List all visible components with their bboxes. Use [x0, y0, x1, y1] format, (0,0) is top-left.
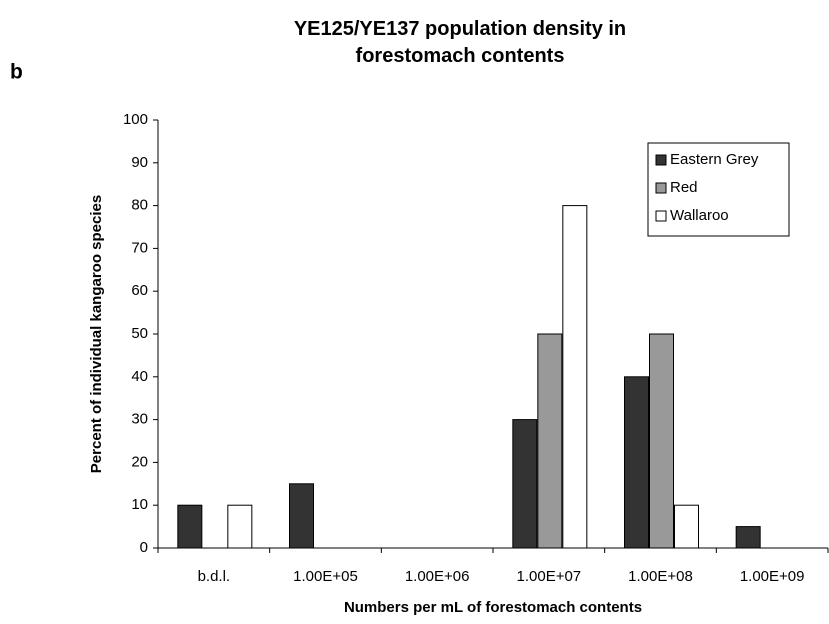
bar — [537, 333, 563, 549]
legend-label: Eastern Grey — [670, 151, 759, 168]
bar — [289, 483, 314, 549]
x-tick-label: 1.00E+07 — [517, 568, 582, 585]
bar — [649, 333, 674, 549]
x-axis-label: Numbers per mL of forestomach contents — [344, 599, 642, 616]
x-tick-label: 1.00E+09 — [740, 568, 805, 585]
y-axis-label: Percent of individual kangaroo species — [88, 195, 105, 473]
legend-swatch — [655, 182, 667, 194]
x-tick-label: 1.00E+06 — [405, 568, 470, 585]
x-tick-label: 1.00E+05 — [293, 568, 358, 585]
panel-label: b — [10, 61, 23, 84]
bar — [735, 526, 761, 549]
chart-title: YE125/YE137 population density in forest… — [293, 18, 627, 67]
bar — [562, 205, 588, 549]
x-tick-label: b.d.l. — [198, 568, 231, 585]
legend-swatch — [655, 210, 667, 222]
y-tick-label: 70 — [131, 239, 148, 256]
bar — [624, 376, 649, 549]
y-tick-label: 20 — [131, 453, 148, 470]
y-tick-label: 60 — [131, 282, 148, 299]
y-tick-label: 80 — [131, 197, 148, 214]
legend-box — [647, 142, 790, 237]
bar — [674, 504, 699, 549]
x-tick-label: 1.00E+08 — [628, 568, 693, 585]
y-tick-label: 0 — [140, 539, 148, 556]
y-tick-label: 40 — [131, 368, 148, 385]
bar — [177, 504, 203, 549]
y-tick-label: 90 — [131, 154, 148, 171]
legend-swatch — [655, 154, 667, 166]
y-tick-label: 50 — [131, 325, 148, 342]
y-tick-label: 100 — [123, 111, 148, 128]
legend-label: Red — [670, 179, 698, 196]
legend-label: Wallaroo — [670, 207, 729, 224]
bar — [227, 504, 253, 549]
y-tick-label: 30 — [131, 411, 148, 428]
y-tick-label: 10 — [131, 496, 148, 513]
bar — [512, 419, 538, 549]
